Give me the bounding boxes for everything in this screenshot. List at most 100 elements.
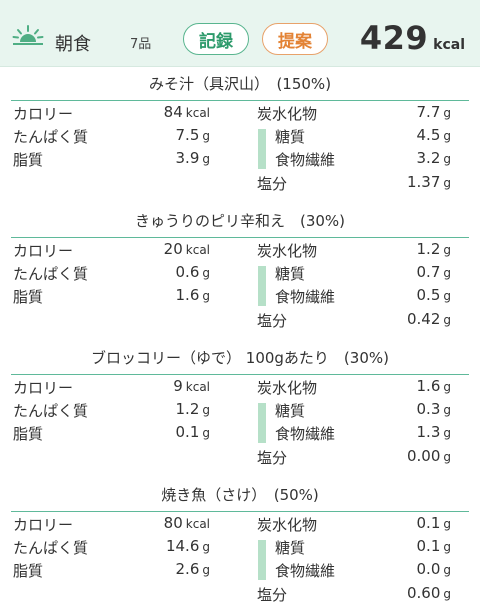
sugar-value: 0.3 g	[417, 400, 451, 418]
carbs-breakdown-bar	[258, 266, 266, 306]
sugar-number: 0.3	[416, 400, 441, 418]
carbs-label: 炭水化物	[257, 379, 318, 397]
fiber-unit: g	[443, 289, 451, 303]
food-name: きゅうりのピリ辛和え (30%)	[134, 212, 346, 230]
item-count: 7品	[130, 37, 152, 52]
fiber-value: 3.2 g	[417, 149, 451, 167]
food-name: 焼き魚（さけ） (50%)	[161, 486, 319, 504]
carbs-label: 炭水化物	[257, 105, 318, 123]
fat-label: 脂質	[13, 288, 44, 306]
record-button-label: 記録	[199, 31, 233, 52]
salt-unit: g	[443, 587, 451, 601]
salt-value: 0.60 g	[407, 584, 451, 602]
fat-row: 脂質 3.9 g 食物繊維 3.2 g	[0, 149, 480, 171]
fat-value: 3.9 g	[176, 149, 210, 167]
fat-unit: g	[202, 426, 210, 440]
carbs-label: 炭水化物	[257, 242, 318, 260]
salt-unit: g	[443, 176, 451, 190]
fat-number: 2.6	[175, 560, 200, 578]
carbs-value: 7.7 g	[417, 103, 451, 121]
protein-row: たんぱく質 0.6 g 糖質 0.7 g	[0, 263, 480, 285]
record-button[interactable]: 記録	[183, 23, 249, 55]
food-divider	[11, 511, 469, 512]
calorie-row: カロリー 9 kcal 炭水化物 1.6 g	[0, 377, 480, 399]
salt-unit: g	[443, 313, 451, 327]
calorie-row: カロリー 80 kcal 炭水化物 0.1 g	[0, 514, 480, 536]
protein-unit: g	[202, 129, 210, 143]
protein-number: 7.5	[175, 126, 200, 144]
fiber-value: 0.5 g	[417, 286, 451, 304]
total-calories-value: 429	[359, 19, 429, 57]
suggest-button[interactable]: 提案	[262, 23, 328, 55]
carbs-unit: g	[443, 380, 451, 394]
salt-value: 1.37 g	[407, 173, 451, 191]
food-item[interactable]: きゅうりのピリ辛和え (30%) カロリー 20 kcal 炭水化物 1.2 g た…	[0, 204, 480, 341]
food-item[interactable]: 焼き魚（さけ） (50%) カロリー 80 kcal 炭水化物 0.1 g たんぱく…	[0, 478, 480, 615]
salt-label: 塩分	[257, 586, 288, 604]
protein-row: たんぱく質 7.5 g 糖質 4.5 g	[0, 126, 480, 148]
calorie-label: カロリー	[13, 379, 74, 397]
carbs-breakdown-bar	[258, 540, 266, 580]
fiber-label: 食物繊維	[275, 151, 336, 169]
salt-number: 0.60	[406, 584, 441, 602]
sugar-unit: g	[443, 540, 451, 554]
fiber-label: 食物繊維	[275, 562, 336, 580]
carbs-unit: g	[443, 243, 451, 257]
fat-value: 0.1 g	[176, 423, 210, 441]
calorie-number: 20	[163, 240, 183, 258]
calorie-label: カロリー	[13, 242, 74, 260]
fat-label: 脂質	[13, 425, 44, 443]
protein-number: 1.2	[175, 400, 200, 418]
food-name: みそ汁（具沢山） (150%)	[148, 75, 332, 93]
fat-value: 2.6 g	[176, 560, 210, 578]
calorie-number: 84	[163, 103, 183, 121]
fat-row: 脂質 0.1 g 食物繊維 1.3 g	[0, 423, 480, 445]
salt-unit: g	[443, 450, 451, 464]
carbs-label: 炭水化物	[257, 516, 318, 534]
fat-label: 脂質	[13, 151, 44, 169]
sugar-value: 0.1 g	[417, 537, 451, 555]
fat-row: 脂質 2.6 g 食物繊維 0.0 g	[0, 560, 480, 582]
salt-value: 0.42 g	[407, 310, 451, 328]
salt-row: 塩分 0.42 g	[0, 310, 480, 332]
protein-unit: g	[202, 540, 210, 554]
total-calories: 429 kcal	[360, 19, 465, 57]
food-list: みそ汁（具沢山） (150%) カロリー 84 kcal 炭水化物 7.7 g たん…	[0, 67, 480, 615]
calorie-unit: kcal	[185, 517, 210, 531]
sugar-value: 4.5 g	[417, 126, 451, 144]
salt-value: 0.00 g	[407, 447, 451, 465]
total-calories-unit: kcal	[433, 37, 465, 53]
fat-value: 1.6 g	[176, 286, 210, 304]
food-item[interactable]: みそ汁（具沢山） (150%) カロリー 84 kcal 炭水化物 7.7 g たん…	[0, 67, 480, 204]
protein-row: たんぱく質 14.6 g 糖質 0.1 g	[0, 537, 480, 559]
protein-unit: g	[202, 266, 210, 280]
meal-header: 朝食 7品 記録 提案 429 kcal	[0, 0, 480, 67]
fiber-number: 3.2	[416, 149, 441, 167]
fiber-unit: g	[443, 426, 451, 440]
carbs-value: 0.1 g	[417, 514, 451, 532]
carbs-unit: g	[443, 517, 451, 531]
calorie-label: カロリー	[13, 105, 74, 123]
protein-value: 0.6 g	[176, 263, 210, 281]
fiber-unit: g	[443, 152, 451, 166]
calorie-unit: kcal	[185, 106, 210, 120]
calorie-number: 9	[173, 377, 183, 395]
protein-number: 0.6	[175, 263, 200, 281]
fat-number: 1.6	[175, 286, 200, 304]
fiber-number: 0.5	[416, 286, 441, 304]
calorie-row: カロリー 20 kcal 炭水化物 1.2 g	[0, 240, 480, 262]
food-name: ブロッコリー（ゆで） 100gあたり (30%)	[91, 349, 389, 367]
calorie-value: 20 kcal	[164, 240, 210, 258]
carbs-number: 1.2	[416, 240, 441, 258]
calorie-label: カロリー	[13, 516, 74, 534]
food-item[interactable]: ブロッコリー（ゆで） 100gあたり (30%) カロリー 9 kcal 炭水化物…	[0, 341, 480, 478]
salt-row: 塩分 0.60 g	[0, 584, 480, 606]
carbs-unit: g	[443, 106, 451, 120]
calorie-value: 84 kcal	[164, 103, 210, 121]
protein-number: 14.6	[165, 537, 200, 555]
fiber-value: 1.3 g	[417, 423, 451, 441]
carbs-value: 1.6 g	[417, 377, 451, 395]
salt-number: 0.42	[406, 310, 441, 328]
sugar-unit: g	[443, 129, 451, 143]
sugar-label: 糖質	[275, 265, 306, 283]
